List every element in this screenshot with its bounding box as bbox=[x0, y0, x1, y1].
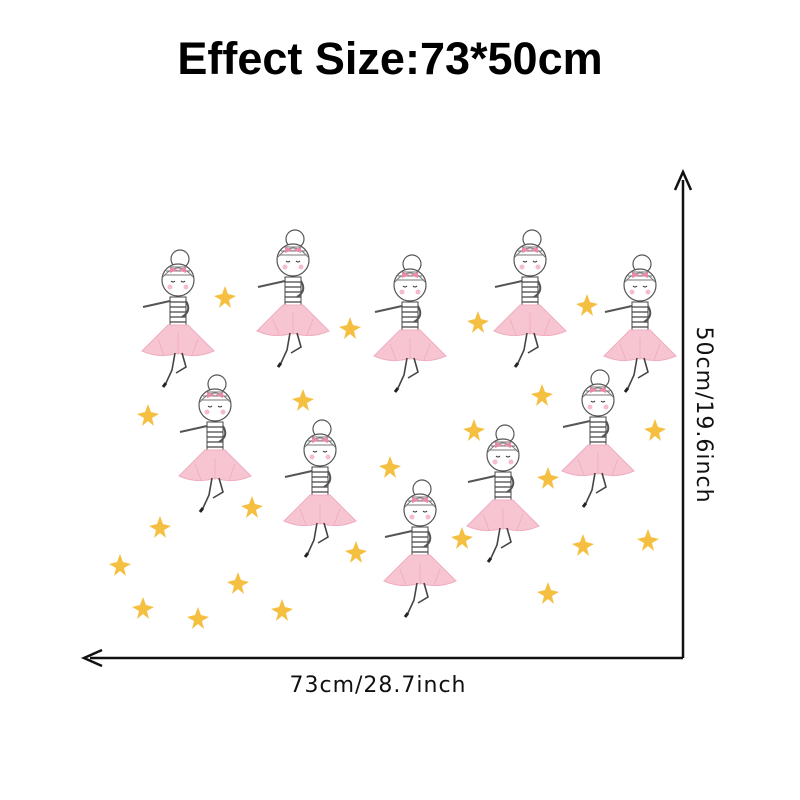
arrow-head bbox=[673, 168, 693, 191]
star bbox=[644, 419, 666, 441]
star bbox=[149, 516, 171, 538]
star bbox=[109, 554, 131, 576]
ballerina bbox=[140, 248, 216, 389]
star bbox=[537, 582, 559, 604]
star bbox=[379, 456, 401, 478]
star bbox=[187, 607, 209, 629]
star bbox=[339, 317, 361, 339]
star bbox=[345, 541, 367, 563]
title: Effect Size:73*50cm bbox=[177, 33, 602, 84]
star bbox=[467, 311, 489, 333]
star bbox=[531, 384, 553, 406]
star bbox=[576, 294, 598, 316]
arrow-head bbox=[80, 648, 103, 668]
ballerina bbox=[602, 253, 678, 394]
star bbox=[227, 572, 249, 594]
star bbox=[537, 467, 559, 489]
ballerina bbox=[177, 373, 253, 514]
ballerina bbox=[465, 423, 541, 564]
star bbox=[451, 527, 473, 549]
star bbox=[241, 496, 263, 518]
width-label: 73cm/28.7inch bbox=[289, 673, 466, 698]
star bbox=[132, 597, 154, 619]
star bbox=[463, 419, 485, 441]
star bbox=[637, 529, 659, 551]
ballerina bbox=[382, 478, 458, 619]
ballerina bbox=[372, 253, 448, 394]
star bbox=[292, 389, 314, 411]
dimension-arrows bbox=[80, 168, 693, 668]
star bbox=[214, 286, 236, 308]
ballerina bbox=[255, 228, 331, 369]
star bbox=[572, 534, 594, 556]
star bbox=[271, 599, 293, 621]
ballerina bbox=[560, 368, 636, 509]
ballerina bbox=[282, 418, 358, 559]
ballerina bbox=[492, 228, 568, 369]
star bbox=[137, 404, 159, 426]
ballerinas bbox=[140, 228, 678, 619]
height-label: 50cm/19.6inch bbox=[691, 326, 716, 503]
